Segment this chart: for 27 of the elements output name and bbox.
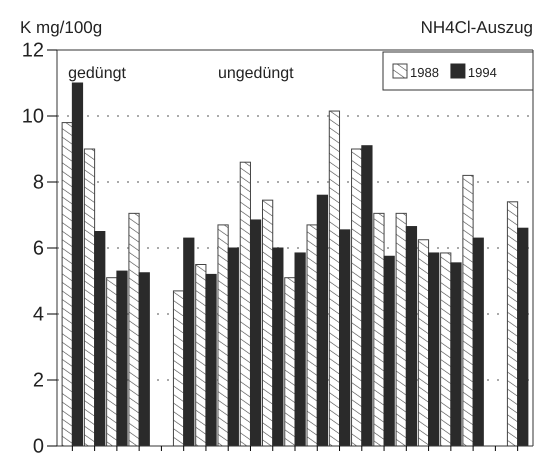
y-tick-label: 10 [22, 105, 44, 128]
bar [328, 110, 340, 446]
bar [306, 224, 318, 446]
legend-label: 1988 [410, 65, 439, 80]
y-tick-label: 12 [22, 39, 44, 62]
bar [128, 212, 140, 446]
y-tick-label: 2 [32, 369, 44, 392]
bar [84, 148, 96, 446]
bar [396, 212, 407, 446]
annotation: gedüngt [68, 65, 127, 82]
bar [195, 264, 206, 446]
bar [440, 252, 452, 446]
annotation: ungedüngt [218, 65, 294, 82]
bar [106, 277, 118, 446]
bar [462, 174, 474, 446]
y-tick-label: 6 [32, 237, 44, 260]
y-tick-label: 4 [32, 303, 44, 326]
y-tick-label: 8 [32, 171, 44, 194]
y-axis-title: K mg/100g [20, 18, 102, 37]
y-tick-label: 0 [32, 435, 44, 458]
chart-title: NH4Cl-Auszug [420, 18, 533, 37]
bar [373, 212, 385, 446]
bar [351, 148, 362, 446]
bar [240, 162, 251, 446]
bar [62, 122, 73, 446]
bar [262, 200, 274, 446]
legend-label: 1994 [468, 65, 497, 80]
